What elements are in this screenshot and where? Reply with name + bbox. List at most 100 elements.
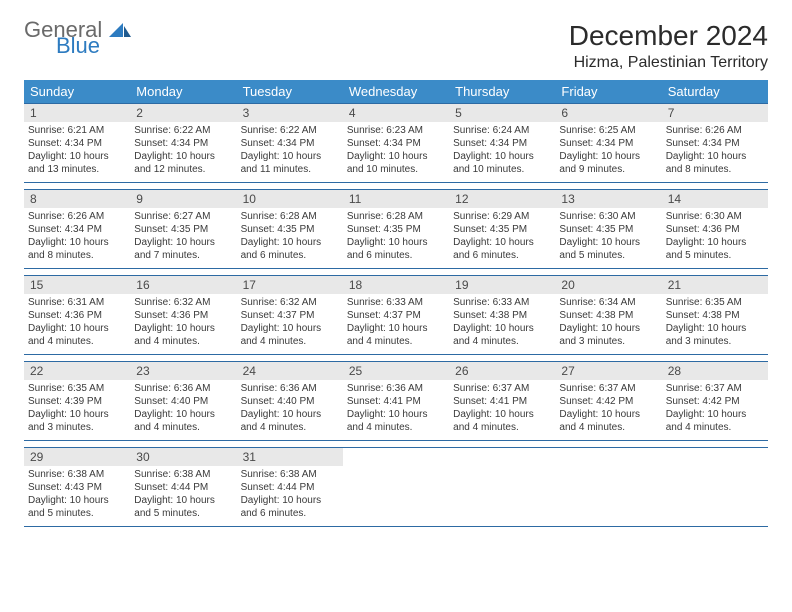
day-cell: 27Sunrise: 6:37 AMSunset: 4:42 PMDayligh… — [555, 362, 661, 440]
daylight-text: Daylight: 10 hours and 7 minutes. — [134, 236, 232, 262]
week-row: 8Sunrise: 6:26 AMSunset: 4:34 PMDaylight… — [24, 189, 768, 269]
day-body: Sunrise: 6:21 AMSunset: 4:34 PMDaylight:… — [24, 122, 130, 180]
day-cell: 31Sunrise: 6:38 AMSunset: 4:44 PMDayligh… — [237, 448, 343, 526]
sunset-text: Sunset: 4:34 PM — [453, 137, 551, 150]
weeks-container: 1Sunrise: 6:21 AMSunset: 4:34 PMDaylight… — [24, 103, 768, 527]
day-body: Sunrise: 6:25 AMSunset: 4:34 PMDaylight:… — [555, 122, 661, 180]
sunset-text: Sunset: 4:35 PM — [241, 223, 339, 236]
logo-sail-icon — [109, 23, 131, 37]
day-cell: 2Sunrise: 6:22 AMSunset: 4:34 PMDaylight… — [130, 104, 236, 182]
day-body: Sunrise: 6:36 AMSunset: 4:40 PMDaylight:… — [130, 380, 236, 438]
daylight-text: Daylight: 10 hours and 4 minutes. — [453, 322, 551, 348]
sunset-text: Sunset: 4:39 PM — [28, 395, 126, 408]
day-number: 4 — [343, 104, 449, 122]
daylight-text: Daylight: 10 hours and 5 minutes. — [559, 236, 657, 262]
day-body: Sunrise: 6:22 AMSunset: 4:34 PMDaylight:… — [237, 122, 343, 180]
day-cell: 13Sunrise: 6:30 AMSunset: 4:35 PMDayligh… — [555, 190, 661, 268]
day-number: 24 — [237, 362, 343, 380]
sunset-text: Sunset: 4:38 PM — [666, 309, 764, 322]
sunrise-text: Sunrise: 6:21 AM — [28, 124, 126, 137]
sunset-text: Sunset: 4:42 PM — [666, 395, 764, 408]
daylight-text: Daylight: 10 hours and 3 minutes. — [666, 322, 764, 348]
sunrise-text: Sunrise: 6:26 AM — [28, 210, 126, 223]
sunset-text: Sunset: 4:44 PM — [241, 481, 339, 494]
day-body: Sunrise: 6:34 AMSunset: 4:38 PMDaylight:… — [555, 294, 661, 352]
day-body: Sunrise: 6:33 AMSunset: 4:38 PMDaylight:… — [449, 294, 555, 352]
sunrise-text: Sunrise: 6:22 AM — [241, 124, 339, 137]
day-body: Sunrise: 6:22 AMSunset: 4:34 PMDaylight:… — [130, 122, 236, 180]
day-body: Sunrise: 6:28 AMSunset: 4:35 PMDaylight:… — [237, 208, 343, 266]
weekday-header-row: SundayMondayTuesdayWednesdayThursdayFrid… — [24, 80, 768, 103]
sunrise-text: Sunrise: 6:22 AM — [134, 124, 232, 137]
day-body: Sunrise: 6:37 AMSunset: 4:41 PMDaylight:… — [449, 380, 555, 438]
sunset-text: Sunset: 4:35 PM — [559, 223, 657, 236]
day-number: 30 — [130, 448, 236, 466]
sunrise-text: Sunrise: 6:36 AM — [347, 382, 445, 395]
day-number: 20 — [555, 276, 661, 294]
weekday-header: Tuesday — [237, 80, 343, 103]
daylight-text: Daylight: 10 hours and 3 minutes. — [28, 408, 126, 434]
day-body: Sunrise: 6:38 AMSunset: 4:43 PMDaylight:… — [24, 466, 130, 524]
day-cell: 3Sunrise: 6:22 AMSunset: 4:34 PMDaylight… — [237, 104, 343, 182]
day-cell-empty — [449, 448, 555, 526]
day-body: Sunrise: 6:37 AMSunset: 4:42 PMDaylight:… — [662, 380, 768, 438]
sunrise-text: Sunrise: 6:36 AM — [241, 382, 339, 395]
sunset-text: Sunset: 4:34 PM — [347, 137, 445, 150]
daylight-text: Daylight: 10 hours and 10 minutes. — [347, 150, 445, 176]
day-body: Sunrise: 6:38 AMSunset: 4:44 PMDaylight:… — [130, 466, 236, 524]
sunrise-text: Sunrise: 6:33 AM — [453, 296, 551, 309]
sunrise-text: Sunrise: 6:24 AM — [453, 124, 551, 137]
daylight-text: Daylight: 10 hours and 9 minutes. — [559, 150, 657, 176]
day-cell: 20Sunrise: 6:34 AMSunset: 4:38 PMDayligh… — [555, 276, 661, 354]
sunrise-text: Sunrise: 6:38 AM — [28, 468, 126, 481]
sunrise-text: Sunrise: 6:37 AM — [453, 382, 551, 395]
sunrise-text: Sunrise: 6:25 AM — [559, 124, 657, 137]
daylight-text: Daylight: 10 hours and 8 minutes. — [666, 150, 764, 176]
sunrise-text: Sunrise: 6:34 AM — [559, 296, 657, 309]
weekday-header: Saturday — [662, 80, 768, 103]
logo: General Blue — [24, 20, 131, 56]
day-cell: 21Sunrise: 6:35 AMSunset: 4:38 PMDayligh… — [662, 276, 768, 354]
daylight-text: Daylight: 10 hours and 4 minutes. — [347, 408, 445, 434]
day-number: 31 — [237, 448, 343, 466]
day-cell: 17Sunrise: 6:32 AMSunset: 4:37 PMDayligh… — [237, 276, 343, 354]
daylight-text: Daylight: 10 hours and 6 minutes. — [453, 236, 551, 262]
day-number: 11 — [343, 190, 449, 208]
calendar: SundayMondayTuesdayWednesdayThursdayFrid… — [24, 80, 768, 527]
day-cell: 25Sunrise: 6:36 AMSunset: 4:41 PMDayligh… — [343, 362, 449, 440]
day-body: Sunrise: 6:28 AMSunset: 4:35 PMDaylight:… — [343, 208, 449, 266]
day-number: 17 — [237, 276, 343, 294]
day-body: Sunrise: 6:26 AMSunset: 4:34 PMDaylight:… — [662, 122, 768, 180]
daylight-text: Daylight: 10 hours and 6 minutes. — [347, 236, 445, 262]
sunset-text: Sunset: 4:34 PM — [28, 137, 126, 150]
week-row: 15Sunrise: 6:31 AMSunset: 4:36 PMDayligh… — [24, 275, 768, 355]
daylight-text: Daylight: 10 hours and 8 minutes. — [28, 236, 126, 262]
sunset-text: Sunset: 4:42 PM — [559, 395, 657, 408]
day-cell-empty — [343, 448, 449, 526]
sunrise-text: Sunrise: 6:37 AM — [559, 382, 657, 395]
day-cell: 22Sunrise: 6:35 AMSunset: 4:39 PMDayligh… — [24, 362, 130, 440]
weekday-header: Monday — [130, 80, 236, 103]
daylight-text: Daylight: 10 hours and 4 minutes. — [241, 408, 339, 434]
day-cell: 10Sunrise: 6:28 AMSunset: 4:35 PMDayligh… — [237, 190, 343, 268]
week-row: 1Sunrise: 6:21 AMSunset: 4:34 PMDaylight… — [24, 103, 768, 183]
day-cell: 5Sunrise: 6:24 AMSunset: 4:34 PMDaylight… — [449, 104, 555, 182]
daylight-text: Daylight: 10 hours and 13 minutes. — [28, 150, 126, 176]
day-number: 26 — [449, 362, 555, 380]
month-title: December 2024 — [569, 20, 768, 52]
week-row: 22Sunrise: 6:35 AMSunset: 4:39 PMDayligh… — [24, 361, 768, 441]
day-number: 2 — [130, 104, 236, 122]
day-body: Sunrise: 6:29 AMSunset: 4:35 PMDaylight:… — [449, 208, 555, 266]
daylight-text: Daylight: 10 hours and 4 minutes. — [134, 322, 232, 348]
day-body: Sunrise: 6:27 AMSunset: 4:35 PMDaylight:… — [130, 208, 236, 266]
daylight-text: Daylight: 10 hours and 4 minutes. — [134, 408, 232, 434]
day-number: 5 — [449, 104, 555, 122]
sunset-text: Sunset: 4:35 PM — [347, 223, 445, 236]
day-number: 10 — [237, 190, 343, 208]
sunrise-text: Sunrise: 6:38 AM — [134, 468, 232, 481]
sunset-text: Sunset: 4:44 PM — [134, 481, 232, 494]
sunrise-text: Sunrise: 6:37 AM — [666, 382, 764, 395]
daylight-text: Daylight: 10 hours and 4 minutes. — [28, 322, 126, 348]
sunset-text: Sunset: 4:34 PM — [28, 223, 126, 236]
day-cell: 28Sunrise: 6:37 AMSunset: 4:42 PMDayligh… — [662, 362, 768, 440]
